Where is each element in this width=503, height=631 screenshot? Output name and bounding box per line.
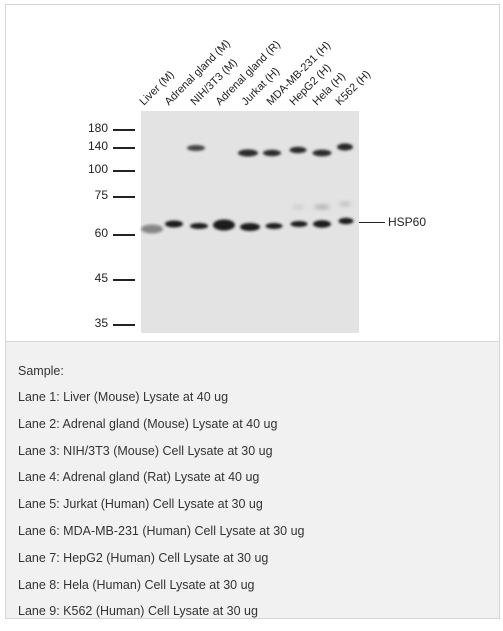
- marker-tick-60: [113, 234, 135, 236]
- western-blot-figure-area: Liver (M) Adrenal gland (M) NIH/3T3 (M) …: [6, 5, 499, 342]
- target-pointer-line: [359, 222, 385, 223]
- lane-description-8: Lane 8: Hela (Human) Cell Lysate at 30 u…: [18, 577, 255, 592]
- figure-panel: Liver (M) Adrenal gland (M) NIH/3T3 (M) …: [5, 4, 500, 619]
- marker-label-75: 75: [94, 188, 108, 202]
- marker-tick-180: [113, 129, 135, 131]
- lane-description-2: Lane 2: Adrenal gland (Mouse) Lysate at …: [18, 416, 278, 431]
- marker-label-35: 35: [94, 316, 108, 330]
- marker-tick-35: [113, 324, 135, 326]
- lane-description-9: Lane 9: K562 (Human) Cell Lysate at 30 u…: [18, 604, 258, 619]
- lane-description-7: Lane 7: HepG2 (Human) Cell Lysate at 30 …: [18, 550, 269, 565]
- marker-tick-140: [113, 147, 135, 149]
- marker-tick-75: [113, 196, 135, 198]
- lane-description-5: Lane 5: Jurkat (Human) Cell Lysate at 30…: [18, 497, 263, 512]
- marker-tick-100: [113, 170, 135, 172]
- marker-label-180: 180: [87, 121, 108, 135]
- sample-caption: Sample: Lane 1: Liver (Mouse) Lysate at …: [6, 342, 499, 618]
- lane-description-1: Lane 1: Liver (Mouse) Lysate at 40 ug: [18, 390, 229, 404]
- lane-description-6: Lane 6: MDA-MB-231 (Human) Cell Lysate a…: [18, 523, 305, 538]
- marker-label-140: 140: [87, 139, 108, 153]
- marker-tick-45: [113, 279, 135, 281]
- marker-label-60: 60: [94, 226, 108, 240]
- caption-title: Sample:: [18, 364, 64, 378]
- marker-label-100: 100: [87, 162, 108, 176]
- lane-description-3: Lane 3: NIH/3T3 (Mouse) Cell Lysate at 3…: [18, 443, 273, 458]
- lane-list: Lane 1: Liver (Mouse) Lysate at 40 ug La…: [18, 390, 304, 631]
- western-blot-figure: Liver (M) Adrenal gland (M) NIH/3T3 (M) …: [70, 11, 438, 333]
- blot-membrane: [141, 111, 359, 333]
- marker-label-45: 45: [94, 271, 108, 285]
- target-label-hsp60: HSP60: [388, 215, 427, 229]
- lane-description-4: Lane 4: Adrenal gland (Rat) Lysate at 40…: [18, 470, 260, 485]
